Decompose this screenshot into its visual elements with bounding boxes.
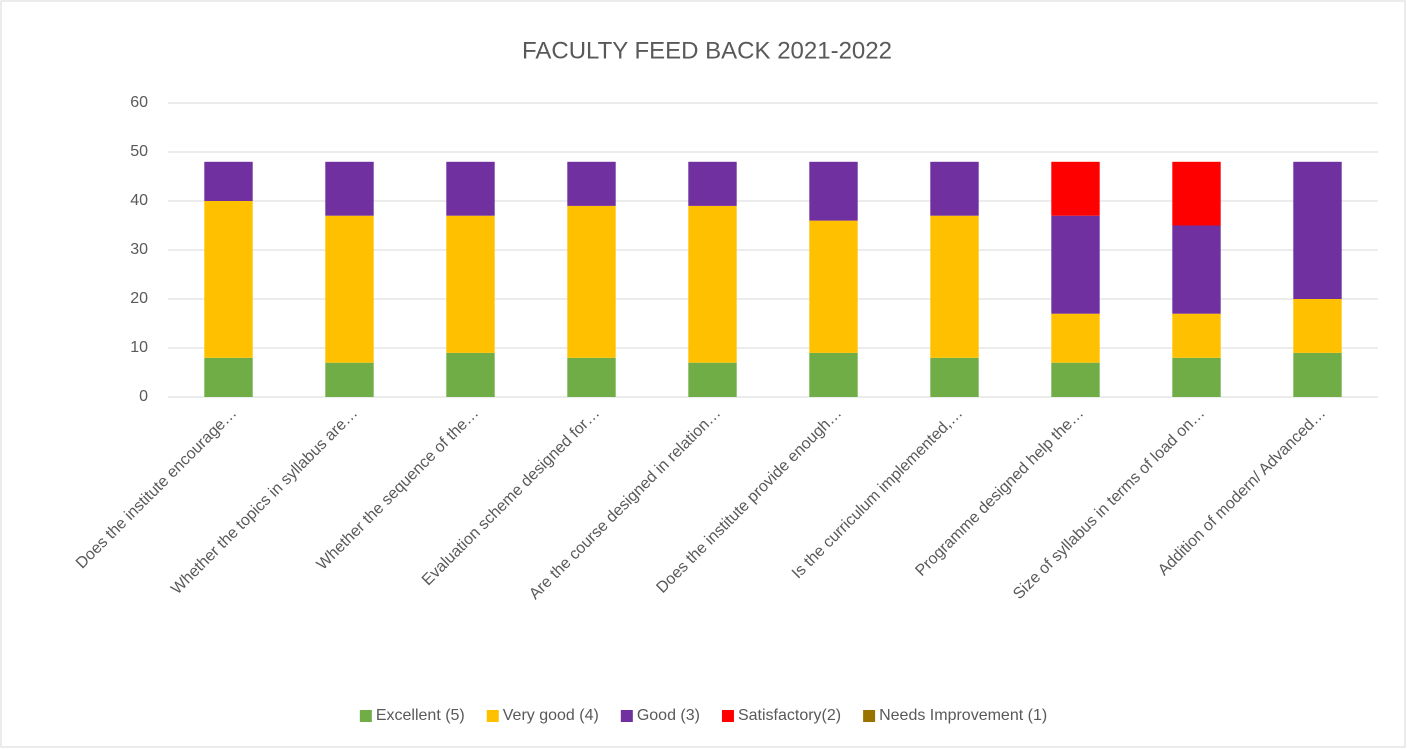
bar-segment — [1051, 313, 1100, 363]
y-tick-label: 50 — [130, 143, 148, 160]
bar-segment — [204, 357, 253, 397]
bar-segment — [567, 161, 616, 206]
bar-segment — [446, 215, 495, 353]
legend-label: Needs Improvement (1) — [879, 707, 1047, 724]
bar-segment — [1051, 215, 1100, 314]
bar-segment — [809, 352, 858, 397]
legend-swatch — [359, 710, 372, 722]
bar-segment — [688, 205, 737, 363]
legend-swatch — [620, 710, 633, 722]
legend-label: Excellent (5) — [376, 707, 465, 724]
legend-label: Very good (4) — [503, 707, 599, 724]
bar-segment — [325, 215, 374, 363]
bar-segment — [688, 362, 737, 397]
bar-segment — [446, 161, 495, 216]
bar-segment — [204, 201, 253, 358]
bar-segment — [567, 357, 616, 397]
bar-segment — [1172, 357, 1221, 397]
bar-segment — [1172, 313, 1221, 358]
bar-segment — [446, 352, 495, 397]
bar-segment — [1051, 161, 1100, 216]
bar-segment — [567, 205, 616, 358]
chart-title: FACULTY FEED BACK 2021-2022 — [522, 37, 892, 64]
bar-segment — [1293, 161, 1342, 299]
bar-segment — [1293, 352, 1342, 397]
bar-segment — [1051, 362, 1100, 397]
legend-swatch — [486, 710, 499, 722]
bar-segment — [325, 362, 374, 397]
y-tick-label: 10 — [130, 339, 148, 356]
bar-segment — [1293, 299, 1342, 353]
y-tick-label: 20 — [130, 290, 148, 307]
legend-swatch — [721, 710, 734, 722]
legend-label: Good (3) — [637, 707, 700, 724]
legend: Excellent (5) Very good (4) Good (3) Satisf… — [359, 707, 1047, 724]
bar-segment — [930, 215, 979, 358]
y-tick-label: 0 — [139, 388, 148, 405]
bar-segment — [1172, 225, 1221, 314]
legend-label: Satisfactory(2) — [738, 707, 841, 724]
bar-segment — [930, 161, 979, 216]
bar-segment — [930, 357, 979, 397]
y-tick-label: 30 — [130, 241, 148, 258]
bar-segment — [809, 220, 858, 353]
bar-segment — [1172, 161, 1221, 226]
y-tick-label: 60 — [130, 94, 148, 111]
legend-swatch — [863, 710, 876, 722]
bar-segment — [688, 161, 737, 206]
bar-segment — [809, 161, 858, 221]
y-tick-label: 40 — [130, 192, 148, 209]
bar-segment — [204, 161, 253, 201]
bar-segment — [325, 161, 374, 216]
